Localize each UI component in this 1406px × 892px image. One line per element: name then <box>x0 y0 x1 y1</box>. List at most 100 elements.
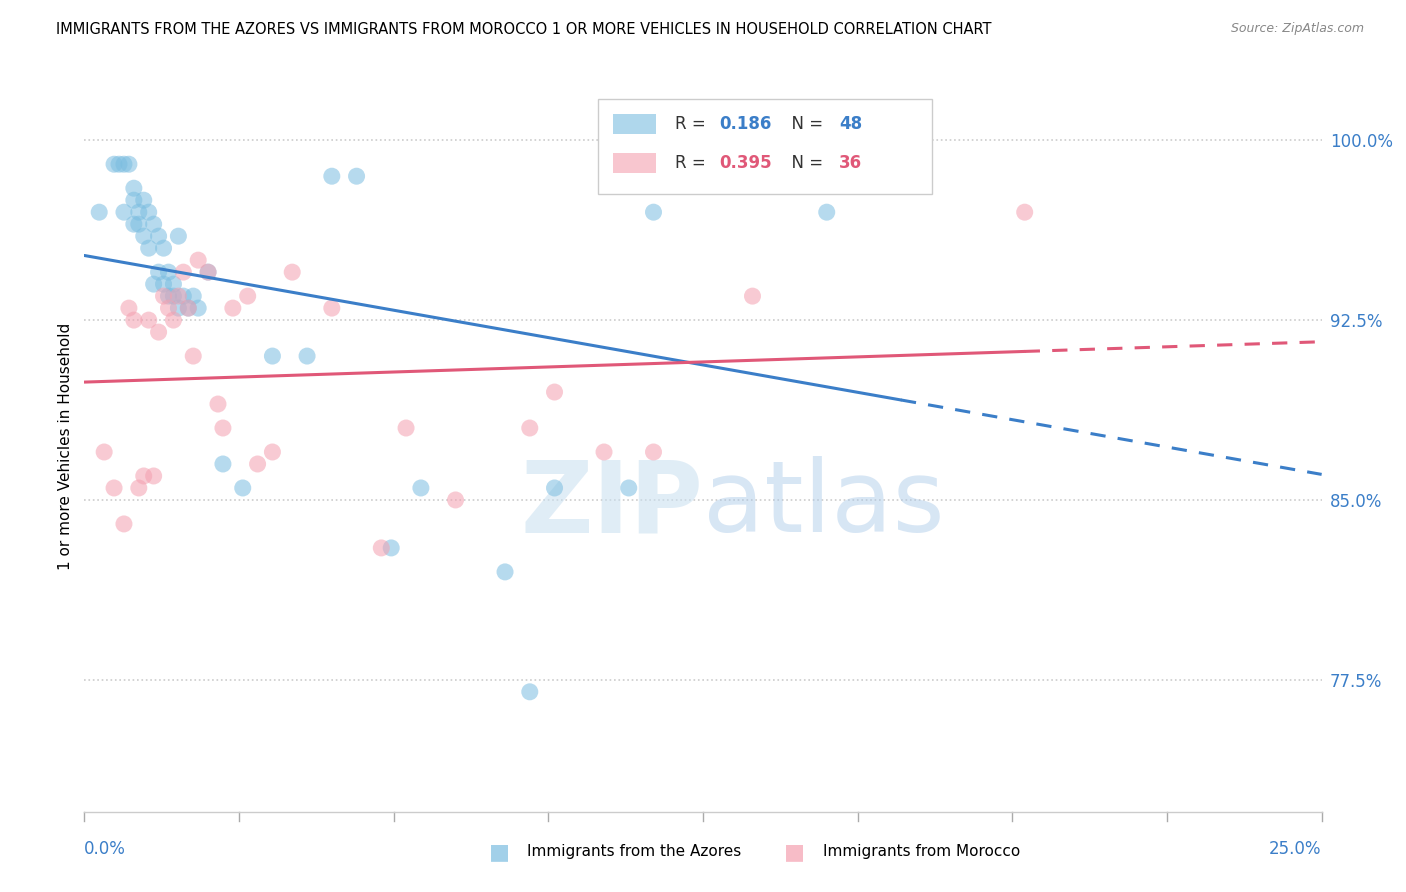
Point <box>262 445 284 459</box>
Point <box>395 421 418 435</box>
Text: atlas: atlas <box>703 456 945 553</box>
Text: N =: N = <box>780 115 828 133</box>
Text: R =: R = <box>675 115 710 133</box>
Point <box>122 181 145 195</box>
Point <box>138 241 160 255</box>
Point <box>212 421 235 435</box>
Text: ZIP: ZIP <box>520 456 703 553</box>
Point <box>246 457 269 471</box>
Point <box>148 265 170 279</box>
Point <box>167 289 190 303</box>
Point <box>138 313 160 327</box>
Point <box>157 301 180 315</box>
Point <box>172 265 194 279</box>
Point <box>262 349 284 363</box>
Point <box>212 457 235 471</box>
Point <box>232 481 254 495</box>
Point <box>167 301 190 315</box>
Text: 0.395: 0.395 <box>718 154 772 172</box>
Text: 0.186: 0.186 <box>718 115 772 133</box>
Point <box>543 481 565 495</box>
Point <box>172 289 194 303</box>
Point <box>128 217 150 231</box>
Point <box>103 481 125 495</box>
Text: Immigrants from the Azores: Immigrants from the Azores <box>527 845 741 859</box>
Point <box>157 289 180 303</box>
Text: 25.0%: 25.0% <box>1270 840 1322 858</box>
Point <box>118 301 141 315</box>
Point <box>617 481 640 495</box>
Point <box>112 157 135 171</box>
Point <box>122 313 145 327</box>
Point <box>370 541 392 555</box>
Point <box>815 205 838 219</box>
Point <box>148 229 170 244</box>
Point <box>157 265 180 279</box>
Point <box>1014 205 1036 219</box>
Point <box>108 157 131 171</box>
Point <box>148 325 170 339</box>
Text: ■: ■ <box>489 842 509 862</box>
Point <box>112 516 135 531</box>
Point <box>138 205 160 219</box>
Point <box>142 217 165 231</box>
Point <box>132 229 155 244</box>
Point <box>112 205 135 219</box>
Point <box>222 301 245 315</box>
Point <box>187 301 209 315</box>
Text: ■: ■ <box>785 842 804 862</box>
Point <box>177 301 200 315</box>
Point <box>444 492 467 507</box>
Point <box>197 265 219 279</box>
Point <box>152 241 174 255</box>
Text: IMMIGRANTS FROM THE AZORES VS IMMIGRANTS FROM MOROCCO 1 OR MORE VEHICLES IN HOUS: IMMIGRANTS FROM THE AZORES VS IMMIGRANTS… <box>56 22 991 37</box>
Y-axis label: 1 or more Vehicles in Household: 1 or more Vehicles in Household <box>58 322 73 570</box>
Point <box>207 397 229 411</box>
Point <box>197 265 219 279</box>
Point <box>152 277 174 292</box>
Point <box>132 193 155 207</box>
Point <box>380 541 402 555</box>
Point <box>128 481 150 495</box>
Point <box>122 193 145 207</box>
Point <box>152 289 174 303</box>
FancyBboxPatch shape <box>613 114 657 135</box>
Point <box>118 157 141 171</box>
Point <box>281 265 304 279</box>
Point <box>890 169 912 184</box>
Text: N =: N = <box>780 154 828 172</box>
Point <box>162 313 184 327</box>
Point <box>643 205 665 219</box>
Point <box>132 469 155 483</box>
Point <box>494 565 516 579</box>
FancyBboxPatch shape <box>598 99 932 194</box>
Point <box>236 289 259 303</box>
Text: 48: 48 <box>839 115 862 133</box>
Point <box>519 685 541 699</box>
Point <box>643 445 665 459</box>
Text: 36: 36 <box>839 154 862 172</box>
Point <box>89 205 111 219</box>
Point <box>543 385 565 400</box>
Point <box>181 289 204 303</box>
Point <box>409 481 432 495</box>
FancyBboxPatch shape <box>613 153 657 173</box>
Point <box>93 445 115 459</box>
Text: R =: R = <box>675 154 710 172</box>
Point <box>741 289 763 303</box>
Text: Source: ZipAtlas.com: Source: ZipAtlas.com <box>1230 22 1364 36</box>
Point <box>167 229 190 244</box>
Point <box>187 253 209 268</box>
Point <box>103 157 125 171</box>
Point <box>741 169 763 184</box>
Point <box>162 277 184 292</box>
Point <box>321 169 343 184</box>
Point <box>519 421 541 435</box>
Point <box>177 301 200 315</box>
Point <box>162 289 184 303</box>
Point <box>142 469 165 483</box>
Text: 0.0%: 0.0% <box>84 840 127 858</box>
Point <box>295 349 318 363</box>
Point <box>346 169 368 184</box>
Point <box>181 349 204 363</box>
